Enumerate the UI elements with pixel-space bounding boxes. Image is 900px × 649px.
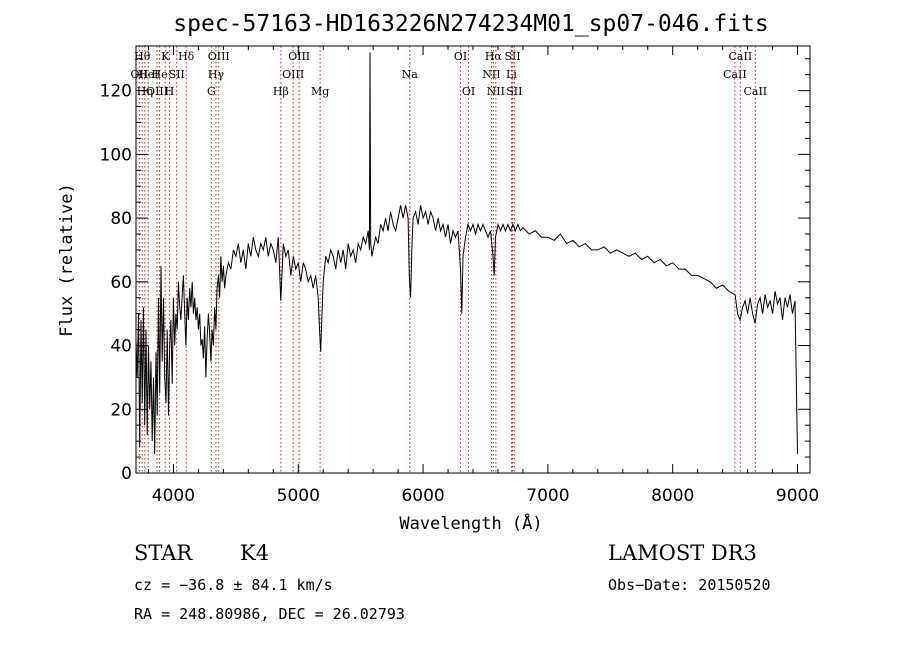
- line-marker-label-7: H: [165, 85, 175, 98]
- spectrum-line: [135, 52, 798, 454]
- x-axis-label: Wavelength (Å): [399, 512, 542, 534]
- line-marker-label-11: Hγ: [208, 68, 225, 81]
- y-tick-label: 100: [100, 145, 132, 165]
- x-tick-label: 7000: [526, 486, 569, 506]
- line-marker-label-10: G: [207, 85, 216, 98]
- line-marker-label-13: Hβ: [273, 85, 289, 98]
- chart-title: spec-57163-HD163226N274234M01_sp07-046.f…: [173, 11, 768, 37]
- line-marker-label-1: Hθ: [134, 50, 151, 63]
- ra-dec-coordinates: RA = 248.80986, DEC = 26.02793: [134, 605, 405, 623]
- line-marker-label-14: OIII: [282, 68, 304, 81]
- line-marker-label-23: Li: [506, 68, 517, 81]
- redshift-cz: cz = −36.8 ± 84.1 km/s: [134, 576, 333, 594]
- line-marker-label-19: OI: [462, 85, 475, 98]
- line-marker-label-18: OI: [454, 50, 467, 63]
- line-marker-label-9: Hδ: [178, 50, 195, 63]
- y-tick-label: 60: [110, 273, 132, 293]
- line-marker-label-8: SII: [169, 68, 185, 81]
- y-tick-label: 120: [100, 82, 132, 102]
- line-marker-label-4: OIII: [146, 85, 168, 98]
- line-marker-label-17: Na: [402, 68, 419, 81]
- x-tick-label: 4000: [152, 486, 195, 506]
- x-tick-label: 6000: [401, 486, 444, 506]
- object-class: STAR: [134, 541, 193, 565]
- y-axis-label: Flux (relative): [57, 183, 77, 337]
- x-tick-label: 9000: [776, 486, 819, 506]
- y-tick-label: 80: [110, 209, 132, 229]
- line-marker-label-24: SII: [504, 50, 520, 63]
- object-subclass: K4: [240, 541, 269, 565]
- line-marker-label-16: Mg: [311, 85, 329, 98]
- y-tick-label: 40: [110, 337, 132, 357]
- y-tick-label: 0: [121, 464, 132, 484]
- line-marker-label-22: NII: [487, 85, 505, 98]
- line-marker-label-5: He: [152, 68, 168, 81]
- survey-name: LAMOST DR3: [608, 541, 757, 565]
- x-axis: 4000 5000 6000 7000 8000 9000: [147, 46, 819, 506]
- line-marker-label-26: CaII: [723, 68, 747, 81]
- line-markers: OIIHθHηHeIOIIIHeKHSIIHδGHγOIIIHβOIIIOIII…: [131, 46, 767, 473]
- line-marker-label-15: OIII: [288, 50, 310, 63]
- x-tick-label: 8000: [651, 486, 694, 506]
- line-marker-label-6: K: [161, 50, 170, 63]
- line-marker-label-20: NII: [482, 68, 500, 81]
- y-tick-label: 20: [110, 400, 132, 420]
- x-tick-label: 5000: [277, 486, 320, 506]
- obs-date: Obs−Date: 20150520: [608, 576, 771, 594]
- line-marker-label-2: Hη: [137, 85, 153, 98]
- line-marker-label-3: HeI: [138, 68, 158, 81]
- line-marker-label-25: SII: [506, 85, 522, 98]
- line-marker-label-12: OIII: [208, 50, 230, 63]
- line-marker-label-27: CaII: [729, 50, 753, 63]
- line-marker-label-21: Hα: [485, 50, 503, 63]
- y-axis: 0 20 40 60 80 100 120: [100, 58, 810, 484]
- line-marker-label-28: CaII: [743, 85, 767, 98]
- plot-frame: [135, 45, 811, 474]
